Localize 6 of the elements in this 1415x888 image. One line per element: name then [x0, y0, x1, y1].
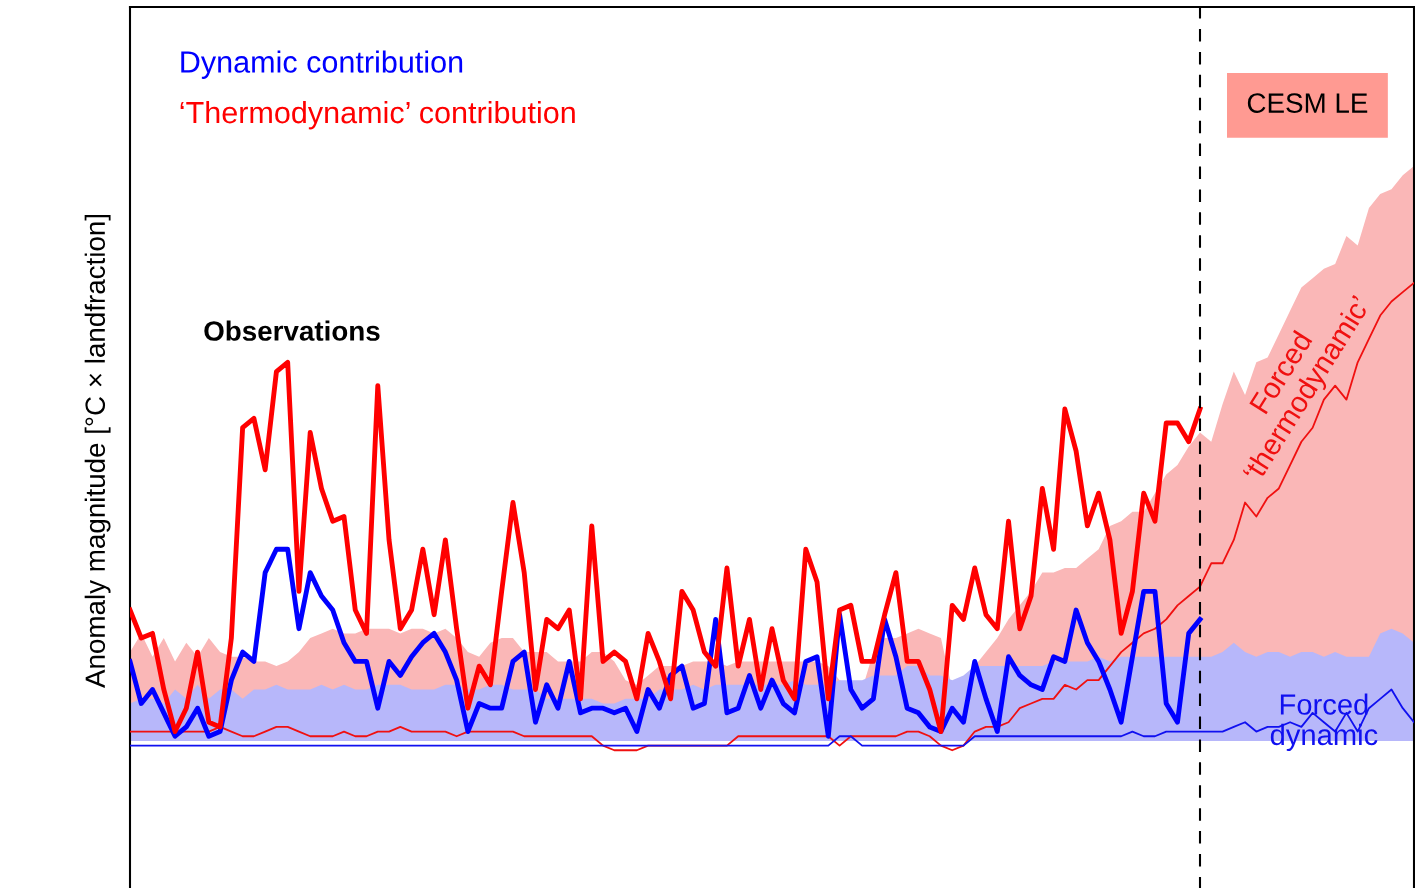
annotation: Observations	[204, 320, 380, 341]
text: CESM LE	[1247, 93, 1368, 113]
text: Dynamic contribution	[181, 50, 463, 79]
text: ‘Thermodynamic’ contribution	[180, 100, 575, 130]
y-axis-title: Anomaly magnitude [°C × landfraction]	[84, 214, 111, 688]
series-label: Forced dynamic	[1270, 693, 1378, 751]
